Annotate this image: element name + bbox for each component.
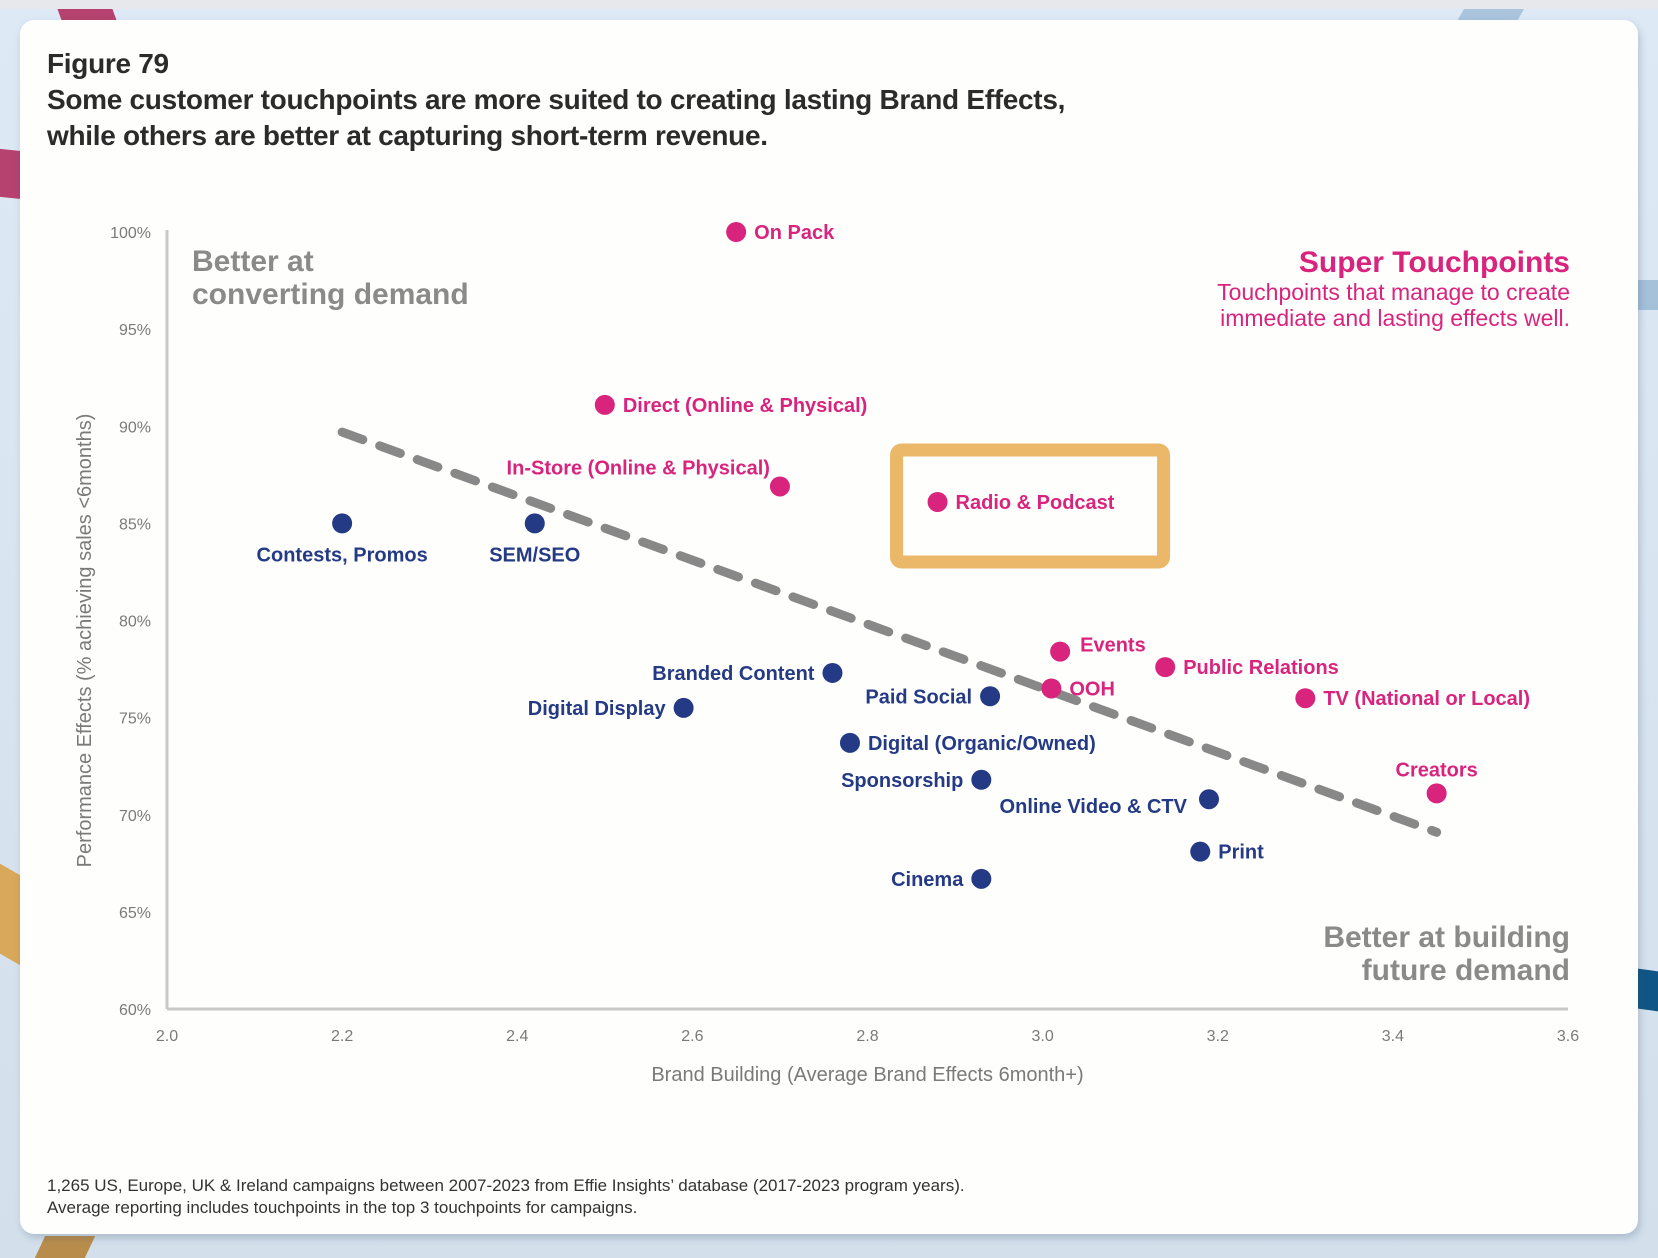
data-label-print: Print <box>1218 842 1264 864</box>
data-label-events: Events <box>1080 635 1146 657</box>
data-point-sem-seo <box>524 513 545 534</box>
data-point-on-pack <box>726 222 747 242</box>
data-point-public-relations <box>1155 657 1176 678</box>
x-tick-label: 3.4 <box>1382 1028 1404 1045</box>
data-point-ooh <box>1041 678 1062 699</box>
data-point-online-video-ctv <box>1198 789 1219 810</box>
data-label-cinema: Cinema <box>891 869 964 891</box>
y-tick-label: 80% <box>119 614 151 631</box>
data-point-radio-podcast <box>927 492 948 513</box>
annotation-super-touchpoints-title: Super Touchpoints <box>1299 246 1570 279</box>
figure-card: Figure 79 Some customer touchpoints are … <box>20 20 1638 1234</box>
data-label-in-store-online-physical: In-Store (Online & Physical) <box>507 457 770 479</box>
x-tick-label: 2.2 <box>331 1028 353 1045</box>
data-label-branded-content: Branded Content <box>652 663 815 685</box>
footnote-line-2: Average reporting includes touchpoints i… <box>47 1198 638 1217</box>
y-tick-label: 90% <box>119 419 151 436</box>
data-label-ooh: OOH <box>1069 678 1115 700</box>
y-tick-label: 75% <box>119 711 151 728</box>
data-point-cinema <box>971 868 992 889</box>
data-point-branded-content <box>822 662 843 683</box>
data-label-digital-display: Digital Display <box>528 698 667 720</box>
data-point-paid-social <box>980 686 1001 707</box>
footnote: 1,265 US, Europe, UK & Ireland campaigns… <box>47 1175 965 1219</box>
data-point-sponsorship <box>971 769 992 790</box>
data-point-contests-promos <box>332 513 353 534</box>
data-point-print <box>1190 841 1211 862</box>
data-label-paid-social: Paid Social <box>865 686 972 708</box>
data-point-in-store-online-physical <box>769 476 790 497</box>
x-tick-label: 3.6 <box>1557 1028 1579 1045</box>
x-tick-label: 2.8 <box>856 1028 878 1045</box>
y-tick-label: 65% <box>119 905 151 922</box>
decorative-stripe <box>1638 280 1658 310</box>
annotation-super-touchpoints-line-1: Touchpoints that manage to create <box>1217 279 1570 305</box>
data-label-tv-national-or-local: TV (National or Local) <box>1323 688 1530 710</box>
figure-title-line-1: Some customer touchpoints are more suite… <box>47 84 1066 115</box>
data-point-events <box>1050 641 1071 662</box>
data-label-public-relations: Public Relations <box>1183 657 1339 679</box>
highlight-box <box>890 443 1171 569</box>
data-label-sem-seo: SEM/SEO <box>489 544 580 566</box>
x-axis-title: Brand Building (Average Brand Effects 6m… <box>651 1064 1083 1086</box>
trend-line <box>337 427 1442 837</box>
data-point-creators <box>1426 783 1447 804</box>
data-label-radio-podcast: Radio & Podcast <box>956 492 1115 514</box>
data-point-digital-display <box>673 697 694 718</box>
y-tick-label: 95% <box>119 322 151 339</box>
data-label-on-pack: On Pack <box>754 222 835 244</box>
y-tick-label: 100% <box>110 225 151 242</box>
annotation-converting-demand-line-2: converting demand <box>192 278 469 311</box>
x-tick-label: 2.0 <box>156 1028 178 1045</box>
data-point-direct-online-physical <box>594 394 615 415</box>
annotation-building-demand-line-2: future demand <box>1362 954 1570 987</box>
y-axis-title: Performance Effects (% achieving sales <… <box>74 414 96 868</box>
x-tick-label: 3.0 <box>1032 1028 1054 1045</box>
data-label-online-video-ctv: Online Video & CTV <box>1000 796 1188 818</box>
y-tick-label: 60% <box>119 1002 151 1019</box>
footnote-line-1: 1,265 US, Europe, UK & Ireland campaigns… <box>47 1176 965 1195</box>
figure-number: Figure 79 <box>47 48 169 79</box>
data-label-contests-promos: Contests, Promos <box>257 544 428 566</box>
data-label-digital-organic-owned: Digital (Organic/Owned) <box>868 733 1096 755</box>
annotation-super-touchpoints-line-2: immediate and lasting effects well. <box>1220 305 1570 331</box>
x-tick-label: 2.4 <box>506 1028 528 1045</box>
figure-title-line-2: while others are better at capturing sho… <box>47 120 768 151</box>
data-label-sponsorship: Sponsorship <box>841 770 963 792</box>
data-point-digital-organic-owned <box>839 732 860 753</box>
annotation-converting-demand-line-1: Better at <box>192 245 314 278</box>
annotation-building-demand-line-1: Better at building <box>1323 921 1570 954</box>
y-tick-label: 85% <box>119 516 151 533</box>
data-label-creators: Creators <box>1396 759 1478 781</box>
figure-title: Some customer touchpoints are more suite… <box>47 82 1247 154</box>
x-tick-label: 2.6 <box>681 1028 703 1045</box>
data-point-tv-national-or-local <box>1295 688 1316 709</box>
x-tick-label: 3.2 <box>1207 1028 1229 1045</box>
data-label-direct-online-physical: Direct (Online & Physical) <box>623 395 868 417</box>
y-tick-label: 70% <box>119 808 151 825</box>
